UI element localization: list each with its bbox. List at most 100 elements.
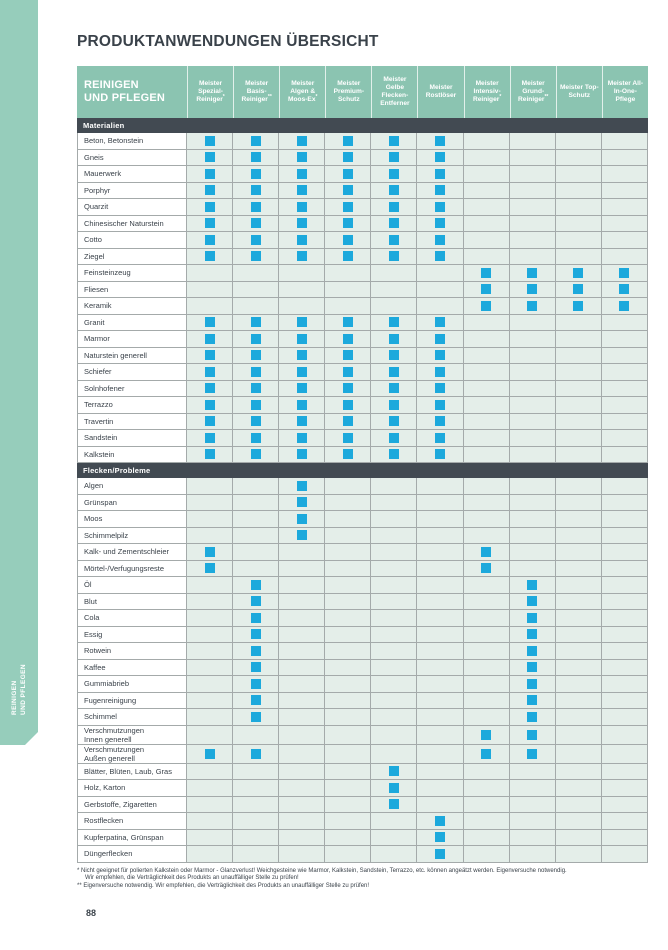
check-mark <box>204 449 215 460</box>
matrix-cell <box>555 232 602 249</box>
check-mark <box>204 234 215 245</box>
matrix-cell <box>417 215 464 232</box>
matrix-cell <box>601 577 648 594</box>
check-mark <box>250 399 261 410</box>
matrix-cell <box>509 744 556 764</box>
check-mark <box>204 185 215 196</box>
table-row: Cola <box>77 610 648 627</box>
matrix-cell <box>601 133 648 150</box>
check-mark <box>527 284 538 295</box>
matrix-cell <box>509 511 556 528</box>
matrix-cell <box>187 643 234 660</box>
matrix-cell <box>463 331 510 348</box>
check-mark <box>527 645 538 656</box>
check-mark <box>388 185 399 196</box>
matrix-cell <box>417 331 464 348</box>
matrix-cell <box>555 593 602 610</box>
matrix-cell <box>555 577 602 594</box>
check-mark <box>342 168 353 179</box>
matrix-cell <box>187 709 234 726</box>
column-header-label: Meister Basis-Reiniger** <box>241 80 272 103</box>
check-mark <box>342 449 353 460</box>
table-body: Materialien Beton, Betonstein Gneis Mauerwe… <box>77 118 648 863</box>
matrix-cell <box>463 232 510 249</box>
matrix-cell <box>325 527 372 544</box>
check-mark <box>527 596 538 607</box>
matrix-cell <box>187 265 234 282</box>
matrix-cell <box>187 813 234 830</box>
matrix-cell <box>417 364 464 381</box>
matrix-cell <box>325 248 372 265</box>
matrix-cell <box>233 511 280 528</box>
check-mark <box>250 185 261 196</box>
check-mark <box>296 399 307 410</box>
check-mark <box>573 267 584 278</box>
check-mark <box>250 432 261 443</box>
matrix-cell <box>417 659 464 676</box>
matrix-cell <box>325 763 372 780</box>
matrix-cell <box>417 544 464 561</box>
matrix-cell <box>417 593 464 610</box>
table-row: Marmor <box>77 331 648 348</box>
matrix-cell <box>187 314 234 331</box>
matrix-cell <box>555 643 602 660</box>
matrix-cell <box>463 659 510 676</box>
matrix-cell <box>233 676 280 693</box>
matrix-cell <box>187 796 234 813</box>
matrix-cell <box>555 413 602 430</box>
matrix-cell <box>187 544 234 561</box>
matrix-cell <box>371 676 418 693</box>
matrix-cell <box>601 397 648 414</box>
matrix-cell <box>417 763 464 780</box>
row-label: Ziegel <box>77 248 187 265</box>
matrix-cell <box>509 577 556 594</box>
matrix-cell <box>279 232 326 249</box>
matrix-cell <box>463 166 510 183</box>
matrix-cell <box>233 577 280 594</box>
check-mark <box>388 799 399 810</box>
check-mark <box>296 432 307 443</box>
check-mark <box>250 234 261 245</box>
check-mark <box>342 416 353 427</box>
matrix-cell <box>233 413 280 430</box>
check-mark <box>435 251 446 262</box>
matrix-cell <box>417 166 464 183</box>
row-label: Holz, Karton <box>77 780 187 797</box>
check-mark <box>435 848 446 859</box>
table-row: Kalk- und Zementschleier <box>77 544 648 561</box>
matrix-cell <box>417 133 464 150</box>
check-mark <box>296 218 307 229</box>
column-header-label: Meister Rostlöser <box>425 84 457 99</box>
matrix-cell <box>371 314 418 331</box>
table-header-row: REINIGEN UND PFLEGEN Meister Spezial-Rei… <box>77 66 648 118</box>
matrix-cell <box>417 829 464 846</box>
matrix-cell <box>371 149 418 166</box>
check-mark <box>527 662 538 673</box>
matrix-cell <box>555 149 602 166</box>
table-row: Blätter, Blüten, Laub, Gras <box>77 763 648 780</box>
matrix-cell <box>509 829 556 846</box>
matrix-cell <box>509 544 556 561</box>
matrix-cell <box>371 133 418 150</box>
matrix-cell <box>601 780 648 797</box>
matrix-cell <box>279 199 326 216</box>
column-header-label: Meister Spezial-Reiniger* <box>196 80 225 103</box>
matrix-cell <box>417 577 464 594</box>
matrix-cell <box>417 199 464 216</box>
check-mark <box>250 218 261 229</box>
matrix-cell <box>279 544 326 561</box>
matrix-cell <box>509 364 556 381</box>
matrix-cell <box>509 430 556 447</box>
matrix-cell <box>325 364 372 381</box>
matrix-cell <box>509 763 556 780</box>
matrix-cell <box>233 610 280 627</box>
check-mark <box>527 300 538 311</box>
matrix-cell <box>601 166 648 183</box>
matrix-cell <box>509 692 556 709</box>
matrix-cell <box>555 478 602 495</box>
matrix-cell <box>325 511 372 528</box>
matrix-cell <box>555 248 602 265</box>
check-mark <box>388 135 399 146</box>
matrix-cell <box>187 166 234 183</box>
row-label: Beton, Betonstein <box>77 133 187 150</box>
